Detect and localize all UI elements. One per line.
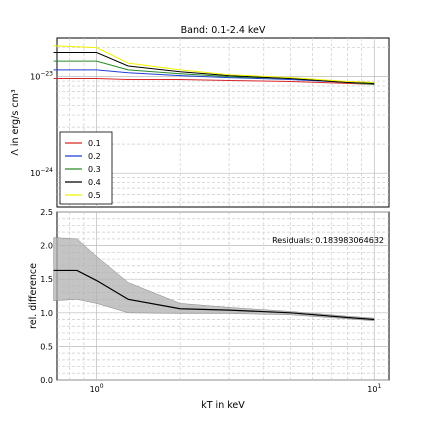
bottom-panel: 0.0 0.5 1.0 1.5 2.0 2.5 100 101 Residuals: 0.1… [28, 208, 390, 411]
y-tick-label: 0.0 [40, 376, 53, 385]
series-line-0.5 [53, 45, 375, 83]
top-y-ticks: 10−23 10−24 [30, 71, 53, 179]
top-panel: 10−23 10−24 Band: 0.1-2.4 keV Λ in erg/s … [10, 25, 390, 208]
top-series-lines [53, 45, 375, 85]
legend-box [59, 131, 113, 205]
y-tick-label: 10−23 [30, 71, 53, 82]
series-line-0.1 [53, 78, 375, 85]
y-tick-label: 0.5 [40, 342, 53, 351]
legend-entry: 0.3 [88, 165, 101, 174]
legend-entry: 0.4 [88, 178, 101, 187]
bottom-y-axis-label: rel. difference [28, 263, 39, 329]
residuals-annotation: Residuals: 0.183983064632 [272, 236, 384, 245]
x-axis-label: kT in keV [201, 400, 245, 411]
y-tick-label: 2.5 [40, 208, 53, 217]
legend: 0.1 0.2 0.3 0.4 0.5 [59, 131, 113, 205]
legend-entry: 0.2 [88, 152, 101, 161]
bottom-series-lines [53, 269, 375, 321]
y-tick-label: 2.0 [40, 242, 53, 251]
x-tick-label: 101 [367, 383, 381, 394]
y-tick-label: 10−24 [30, 167, 53, 178]
bottom-x-ticks: 100 101 [90, 383, 382, 394]
y-tick-label: 1.0 [40, 309, 53, 318]
series-line-0.4 [53, 51, 375, 84]
residual-line [53, 269, 375, 321]
legend-entry: 0.1 [88, 139, 101, 148]
y-tick-label: 1.5 [40, 275, 53, 284]
top-chart-title: Band: 0.1-2.4 keV [181, 25, 266, 36]
top-y-axis-label: Λ in erg/s cm³ [10, 89, 21, 155]
legend-entry: 0.5 [88, 191, 101, 200]
bottom-y-ticks: 0.0 0.5 1.0 1.5 2.0 2.5 [40, 208, 53, 385]
x-tick-label: 100 [90, 383, 104, 394]
